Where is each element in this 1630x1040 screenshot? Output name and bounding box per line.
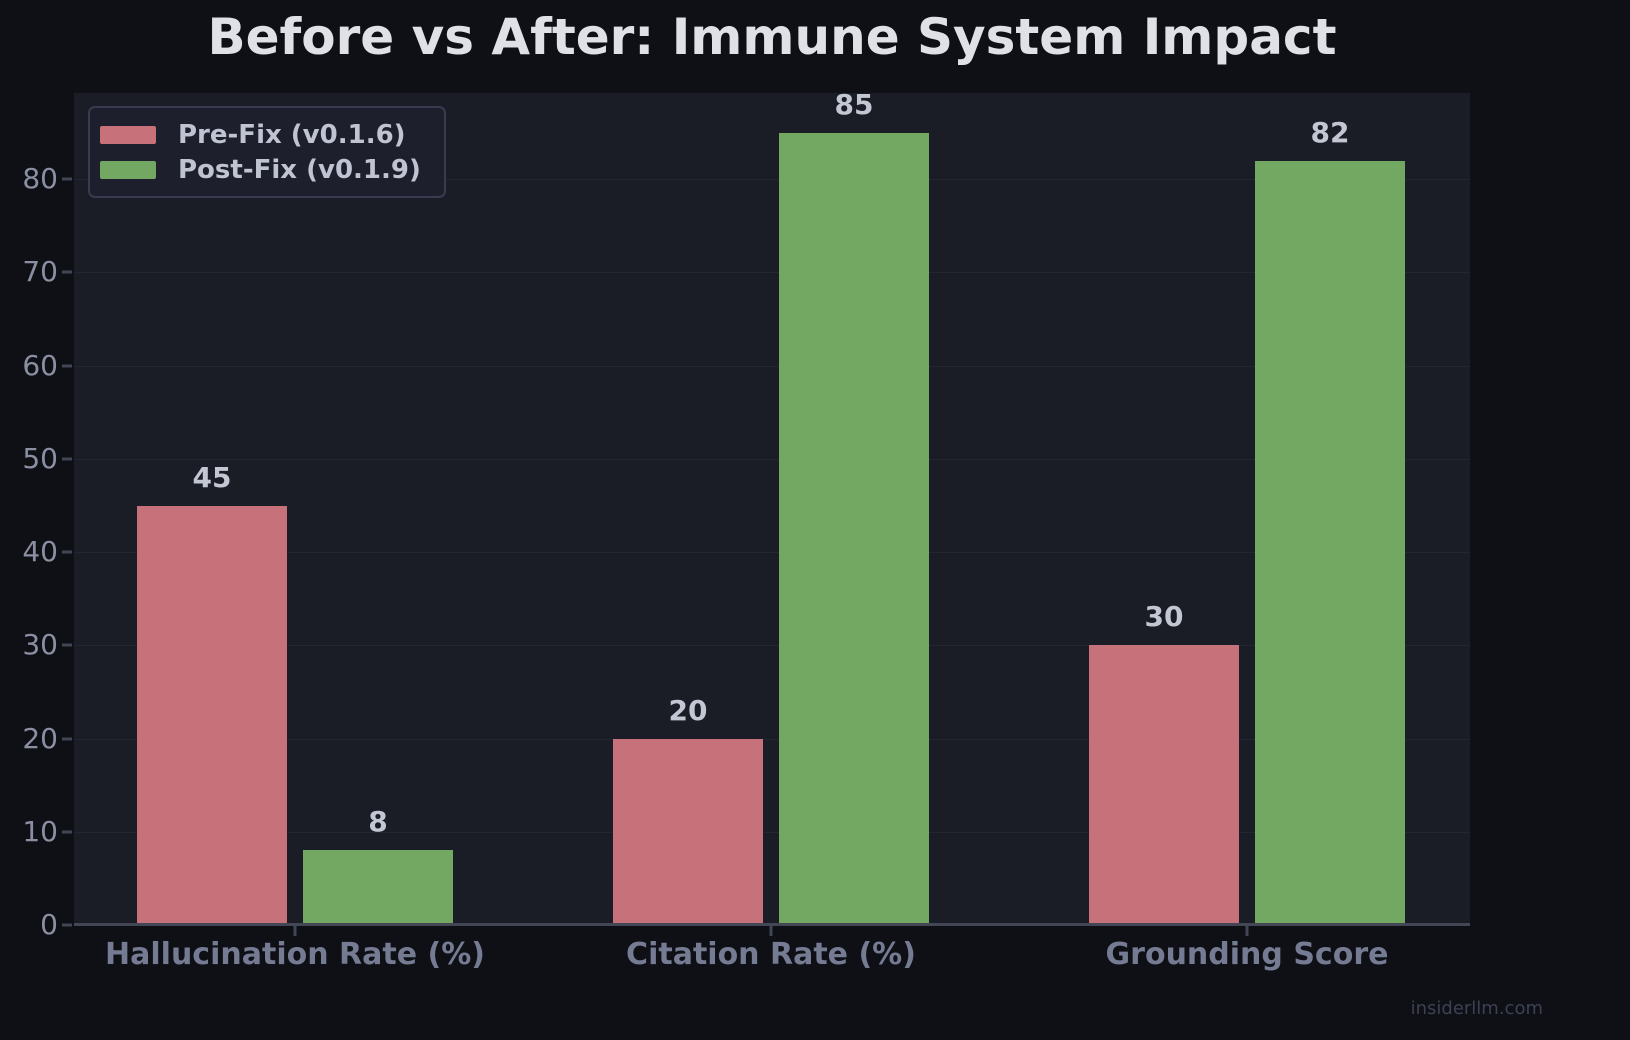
y-tick-label: 40 [22,535,58,569]
plot-area [74,93,1470,926]
y-tick-label: 50 [22,441,58,475]
y-tick-label: 10 [22,814,58,848]
y-tick-label: 80 [22,162,58,196]
legend-row: Post-Fix (v0.1.9) [100,154,444,185]
x-tick-mark [769,926,773,936]
chart-title: Before vs After: Immune System Impact [207,8,1337,66]
y-tick-label: 20 [22,721,58,755]
x-tick-mark [1245,926,1249,936]
bar-value-label: 85 [834,87,874,121]
bar-post-fix [1255,160,1405,925]
y-tick-mark [62,923,72,927]
y-tick-label: 70 [22,255,58,289]
y-tick-label: 60 [22,348,58,382]
y-tick-mark [62,364,72,368]
bar-pre-fix [613,738,763,925]
legend-swatch-icon [100,125,156,144]
legend-swatch-icon [100,160,156,179]
y-tick-mark [62,550,72,554]
bar-value-label: 8 [368,805,388,839]
y-tick-label: 30 [22,628,58,662]
gridline [74,645,1470,647]
bar-pre-fix [1089,645,1239,925]
gridline [74,272,1470,274]
legend-label: Pre-Fix (v0.1.6) [178,119,406,150]
y-tick-mark [62,830,72,834]
bar-value-label: 30 [1144,600,1184,634]
gridline [74,552,1470,554]
legend: Pre-Fix (v0.1.6) Post-Fix (v0.1.9) [88,106,446,198]
bar-post-fix [779,132,929,925]
x-tick-mark [293,926,297,936]
legend-label: Post-Fix (v0.1.9) [178,154,421,185]
y-tick-mark [62,270,72,274]
y-tick-mark [62,177,72,181]
gridline [74,458,1470,460]
watermark: insiderllm.com [1410,998,1543,1019]
x-axis-category-label: Hallucination Rate (%) [105,937,485,972]
gridline [74,179,1470,181]
bar-value-label: 82 [1310,115,1350,149]
x-axis-category-label: Citation Rate (%) [626,937,916,972]
y-tick-mark [62,643,72,647]
bar-pre-fix [137,505,287,925]
bar-value-label: 20 [668,693,708,727]
x-axis-category-label: Grounding Score [1105,937,1389,972]
x-axis-line [74,923,1470,926]
bar-post-fix [303,850,453,925]
y-tick-mark [62,737,72,741]
legend-row: Pre-Fix (v0.1.6) [100,119,444,150]
gridline [74,831,1470,833]
bar-value-label: 45 [192,460,232,494]
y-tick-label: 0 [40,908,58,941]
gridline [74,738,1470,740]
gridline [74,365,1470,367]
y-tick-mark [62,457,72,461]
